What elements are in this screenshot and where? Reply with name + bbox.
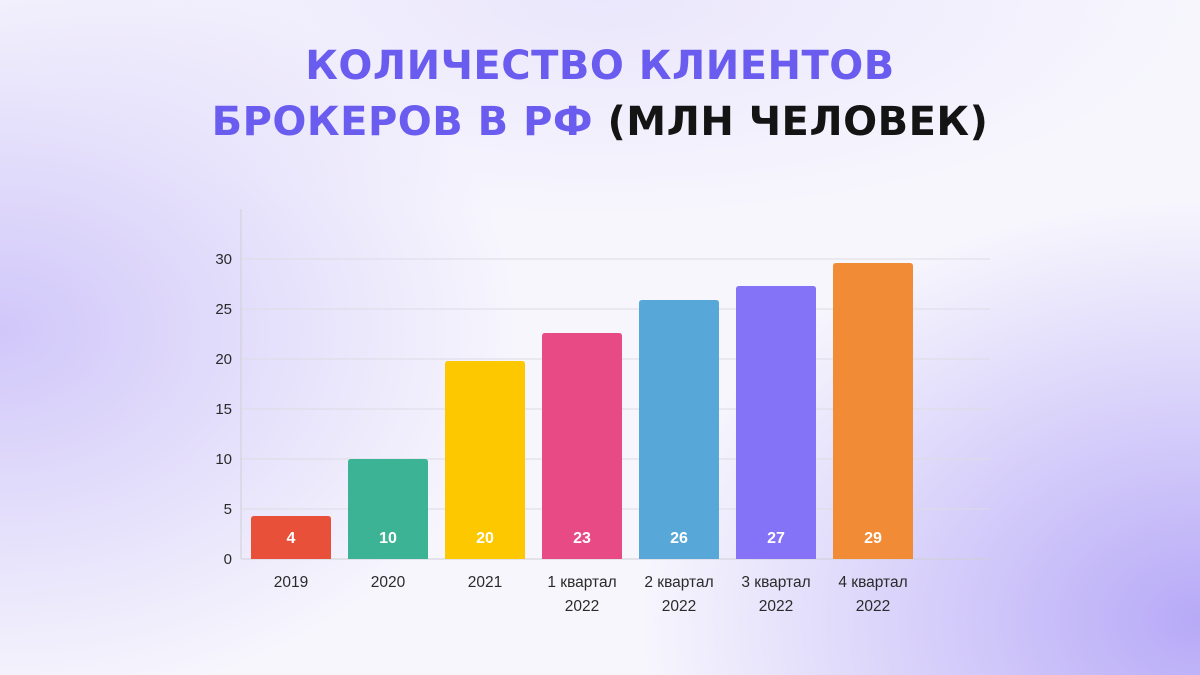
bar-5 — [639, 300, 719, 559]
x-label-6-line-2: 2022 — [759, 598, 793, 615]
y-tick-label-20: 20 — [215, 351, 232, 368]
title-line-2: БРОКЕРОВ В РФ (МЛН ЧЕЛОВЕК) — [0, 94, 1200, 150]
title-line-2-accent: БРОКЕРОВ В РФ — [211, 99, 594, 145]
data-label-3: 20 — [476, 530, 494, 547]
bar-3 — [445, 361, 525, 559]
x-label-2: 2020 — [371, 574, 406, 591]
data-label-5: 26 — [670, 530, 688, 547]
y-tick-label-0: 0 — [224, 551, 232, 568]
x-label-3: 2021 — [468, 574, 502, 591]
data-label-1: 4 — [287, 530, 296, 547]
bar-4 — [542, 333, 622, 559]
data-label-2: 10 — [379, 530, 397, 547]
x-label-5-line-1: 2 квартал — [644, 574, 713, 591]
data-label-6: 27 — [767, 530, 785, 547]
chart-title: КОЛИЧЕСТВО КЛИЕНТОВ БРОКЕРОВ В РФ (МЛН Ч… — [0, 38, 1200, 150]
x-label-1: 2019 — [274, 574, 308, 591]
bar-2 — [348, 459, 428, 559]
title-line-1: КОЛИЧЕСТВО КЛИЕНТОВ — [305, 43, 895, 89]
x-label-7-line-1: 4 квартал — [838, 574, 907, 591]
y-tick-label-30: 30 — [215, 251, 232, 268]
data-label-7: 29 — [864, 530, 882, 547]
x-label-6-line-1: 3 квартал — [741, 574, 810, 591]
y-tick-label-25: 25 — [215, 301, 232, 318]
y-tick-label-15: 15 — [215, 401, 232, 418]
bar-7 — [833, 263, 913, 559]
title-line-2-dark: (МЛН ЧЕЛОВЕК) — [607, 99, 989, 145]
y-tick-label-5: 5 — [224, 501, 232, 518]
bar-1 — [251, 516, 331, 559]
data-label-4: 23 — [573, 530, 591, 547]
bar-6 — [736, 286, 816, 559]
y-tick-label-10: 10 — [215, 451, 232, 468]
x-label-5-line-2: 2022 — [662, 598, 696, 615]
x-label-7-line-2: 2022 — [856, 598, 890, 615]
x-label-4-line-1: 1 квартал — [547, 574, 616, 591]
x-label-4-line-2: 2022 — [565, 598, 599, 615]
